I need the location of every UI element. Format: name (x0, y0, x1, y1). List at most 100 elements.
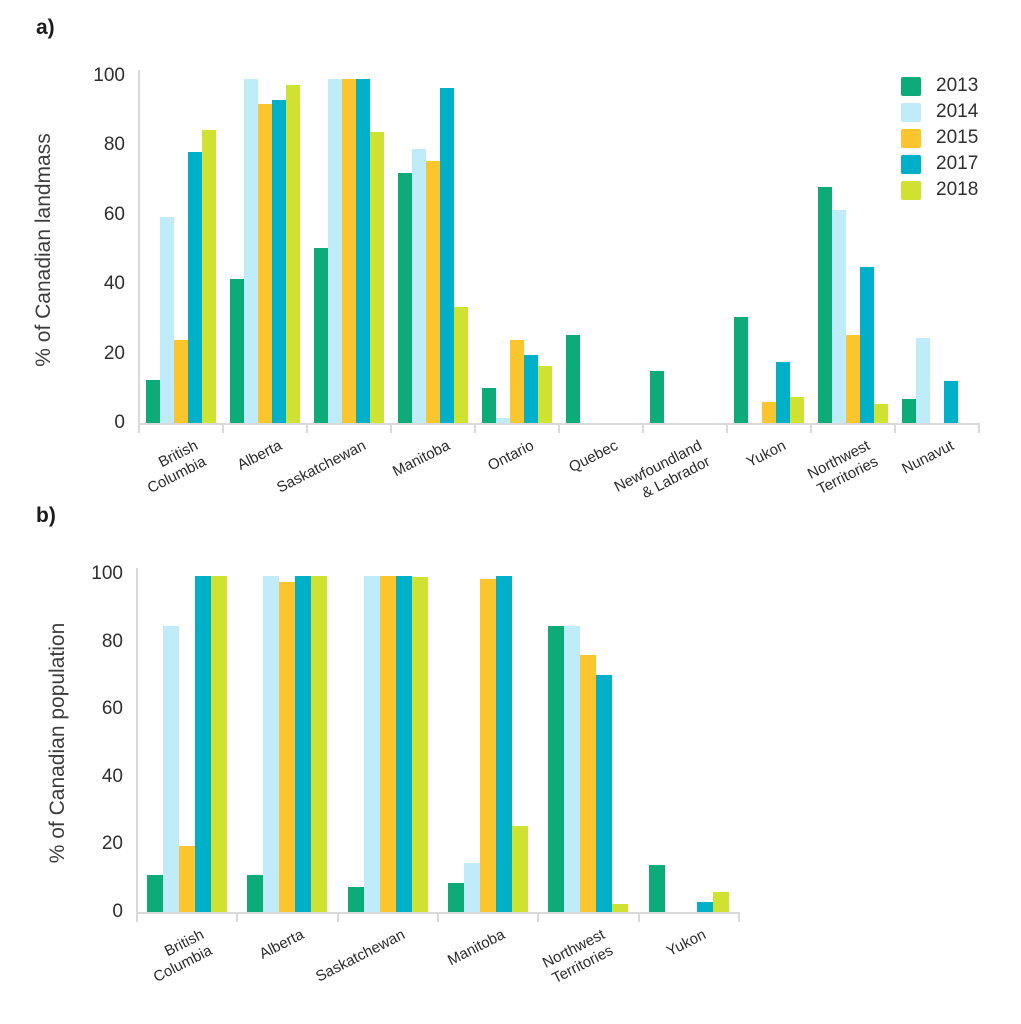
x-category-label: Manitoba (390, 437, 453, 481)
bar-2013 (734, 317, 748, 423)
x-tick (390, 423, 392, 433)
x-tick (537, 912, 540, 922)
bar-2013 (548, 626, 564, 912)
bar-2017 (524, 355, 538, 423)
legend-label: 2018 (936, 179, 979, 200)
legend-swatch-2018 (901, 180, 921, 200)
bar-2015 (762, 402, 776, 423)
y-tick-label: 60 (103, 203, 125, 225)
x-category-label: Saskatchewan (274, 437, 369, 497)
bar-2014 (328, 79, 342, 423)
x-tick (737, 912, 740, 922)
x-category-label: Ontario (485, 437, 537, 475)
bar-2017 (944, 381, 958, 423)
bar-2017 (396, 576, 412, 912)
legend: 2013 2014 2015 2017 2018 (901, 73, 978, 203)
bar-2017 (860, 267, 874, 423)
legend-label: 2013 (936, 75, 979, 96)
y-axis-line (136, 568, 138, 912)
y-tick-label: 60 (101, 698, 123, 720)
legend-item-2017: 2017 (901, 151, 978, 177)
bar-2017 (440, 88, 454, 423)
bar-2015 (179, 846, 195, 912)
y-tick-label: 80 (101, 630, 123, 652)
x-tick (978, 423, 980, 433)
bar-2014 (412, 149, 426, 423)
y-tick-label: 100 (91, 563, 123, 584)
bar-2017 (356, 79, 370, 423)
bar-2018 (311, 576, 327, 912)
bar-2015 (426, 161, 440, 423)
bar-2017 (496, 576, 512, 912)
bar-2013 (247, 875, 263, 912)
bar-2018 (370, 132, 384, 423)
legend-label: 2014 (936, 101, 979, 122)
y-tick-label: 40 (101, 765, 123, 787)
bar-2018 (454, 307, 468, 423)
bar-2013 (566, 335, 580, 423)
y-tick-label: 40 (103, 273, 125, 295)
bar-2013 (348, 887, 364, 912)
bar-2014 (163, 626, 179, 912)
bar-2018 (512, 826, 528, 912)
bar-2018 (612, 904, 628, 912)
bar-2015 (342, 79, 356, 423)
y-axis-title-b: % of Canadian population (46, 622, 69, 864)
panel-a-label: a) (36, 16, 55, 39)
x-tick (474, 423, 476, 433)
legend-swatch-2014 (901, 102, 921, 122)
bar-2018 (412, 577, 428, 912)
legend-item-2018: 2018 (901, 177, 978, 203)
bar-2014 (496, 418, 510, 423)
bar-2015 (279, 582, 295, 912)
bar-2017 (697, 902, 713, 912)
bar-2013 (902, 399, 916, 423)
bar-2014 (832, 210, 846, 423)
bar-2015 (510, 340, 524, 423)
legend-item-2014: 2014 (901, 99, 978, 125)
x-tick (637, 912, 640, 922)
bar-2013 (314, 248, 328, 423)
legend-label: 2015 (936, 127, 979, 148)
bar-2015 (174, 340, 188, 423)
x-tick (894, 423, 896, 433)
bar-2014 (160, 217, 174, 423)
bar-2014 (464, 863, 480, 912)
x-tick (558, 423, 560, 433)
bar-2018 (202, 130, 216, 423)
bar-2018 (874, 404, 888, 423)
y-tick-label: 20 (103, 342, 125, 364)
bar-2015 (580, 655, 596, 912)
bar-2013 (398, 173, 412, 423)
legend-label: 2017 (936, 153, 979, 174)
bar-2017 (272, 100, 286, 423)
legend-swatch-2015 (901, 128, 921, 148)
bar-2015 (258, 104, 272, 423)
bar-2017 (195, 576, 211, 912)
bar-2013 (482, 388, 496, 423)
x-category-label: British Columbia (150, 926, 216, 987)
bar-2013 (649, 865, 665, 912)
y-axis-title-a: % of Canadian landmass (32, 133, 55, 367)
bar-2013 (230, 279, 244, 423)
bar-2015 (380, 576, 396, 912)
bar-2014 (364, 576, 380, 912)
y-axis-line (138, 70, 140, 423)
bar-2013 (818, 187, 832, 423)
bar-2014 (916, 338, 930, 423)
bar-2015 (846, 335, 860, 423)
bar-2013 (448, 883, 464, 912)
bar-2013 (147, 875, 163, 912)
bar-2018 (286, 85, 300, 423)
legend-item-2015: 2015 (901, 125, 978, 151)
bar-2014 (244, 79, 258, 423)
y-tick-label: 0 (112, 901, 123, 922)
x-tick (642, 423, 644, 433)
x-tick (136, 912, 138, 922)
x-tick (236, 912, 239, 922)
bar-2014 (263, 576, 279, 912)
bar-2013 (146, 380, 160, 423)
bar-2017 (596, 675, 612, 912)
bar-2018 (211, 576, 227, 912)
x-tick (222, 423, 224, 433)
